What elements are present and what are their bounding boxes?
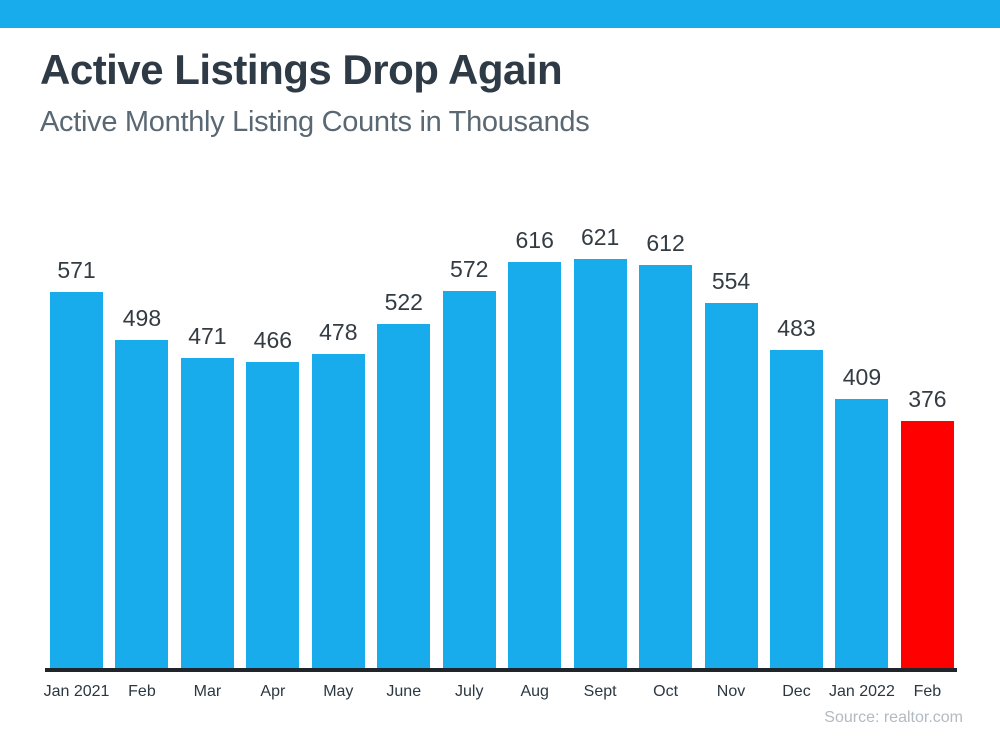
bar — [900, 421, 954, 670]
chart-subtitle: Active Monthly Listing Counts in Thousan… — [40, 106, 590, 138]
bar-value-label: 621 — [580, 224, 620, 250]
bar — [442, 291, 496, 670]
bar-value-label: 409 — [842, 364, 882, 390]
bar — [769, 350, 823, 670]
bar-value-label: 498 — [122, 305, 162, 331]
x-tick-label: Sept — [583, 683, 617, 700]
bar-group-nov: 554 Nov — [704, 268, 758, 700]
bar-value-label: 612 — [646, 230, 685, 256]
bar-group-mar: 471 Mar — [180, 323, 234, 700]
x-tick-label: Nov — [716, 683, 746, 700]
bar-group-sept: 621 Sept — [573, 224, 627, 700]
x-tick-label: Mar — [193, 683, 222, 700]
x-tick-label: June — [386, 683, 422, 700]
bar-group-dec: 483 Dec — [769, 315, 823, 700]
bar-group-oct: 612 Oct — [639, 230, 693, 700]
bar-group-apr: 466 Apr — [246, 327, 300, 700]
bar — [508, 262, 562, 670]
bar-group-feb: 376 Feb — [900, 386, 954, 700]
bar-group-jan-2022: 409 Jan 2022 — [829, 364, 895, 700]
bar-value-label: 376 — [908, 386, 947, 412]
bar — [704, 303, 758, 670]
bar-value-label: 478 — [319, 319, 358, 345]
bar-group-feb: 498 Feb — [115, 305, 169, 700]
bar — [180, 358, 234, 670]
bar — [835, 399, 889, 670]
x-tick-label: Oct — [653, 683, 679, 700]
source-note: Source: realtor.com — [824, 709, 963, 726]
bars-container: 571 Jan 2021 498 Feb 471 Mar 466 Apr 478 May 522 Ju… — [44, 224, 954, 700]
bar-group-may: 478 May — [311, 319, 365, 700]
top-banner — [0, 0, 1000, 28]
bar-value-label: 522 — [384, 289, 423, 315]
x-tick-label: Jan 2021 — [43, 683, 110, 700]
bar — [246, 362, 300, 670]
x-tick-label: Apr — [260, 683, 286, 700]
bar-value-label: 572 — [450, 256, 489, 282]
x-tick-label: Dec — [782, 683, 811, 700]
x-axis-line — [45, 668, 957, 672]
bar-group-june: 522 June — [377, 289, 431, 700]
bar — [311, 354, 365, 670]
bar-value-label: 483 — [777, 315, 816, 341]
bar-value-label: 571 — [57, 257, 96, 283]
bar-group-aug: 616 Aug — [508, 227, 562, 700]
bar — [639, 265, 693, 670]
x-tick-label: Feb — [128, 683, 156, 700]
x-tick-label: Feb — [913, 683, 942, 700]
x-tick-label: May — [323, 683, 354, 700]
x-tick-label: July — [454, 683, 484, 700]
bar-value-label: 471 — [188, 323, 227, 349]
bar-group-jan-2021: 571 Jan 2021 — [44, 257, 110, 700]
chart-title: Active Listings Drop Again — [40, 46, 563, 93]
bar-value-label: 466 — [253, 327, 293, 353]
bar — [377, 324, 431, 670]
bar-value-label: 616 — [515, 227, 554, 253]
x-tick-label: Aug — [520, 683, 549, 700]
x-tick-label: Jan 2022 — [829, 683, 895, 700]
bar-group-july: 572 July — [442, 256, 496, 700]
bar — [115, 340, 169, 670]
bar-value-label: 554 — [711, 268, 751, 294]
bar — [573, 259, 627, 670]
bar — [50, 292, 103, 670]
